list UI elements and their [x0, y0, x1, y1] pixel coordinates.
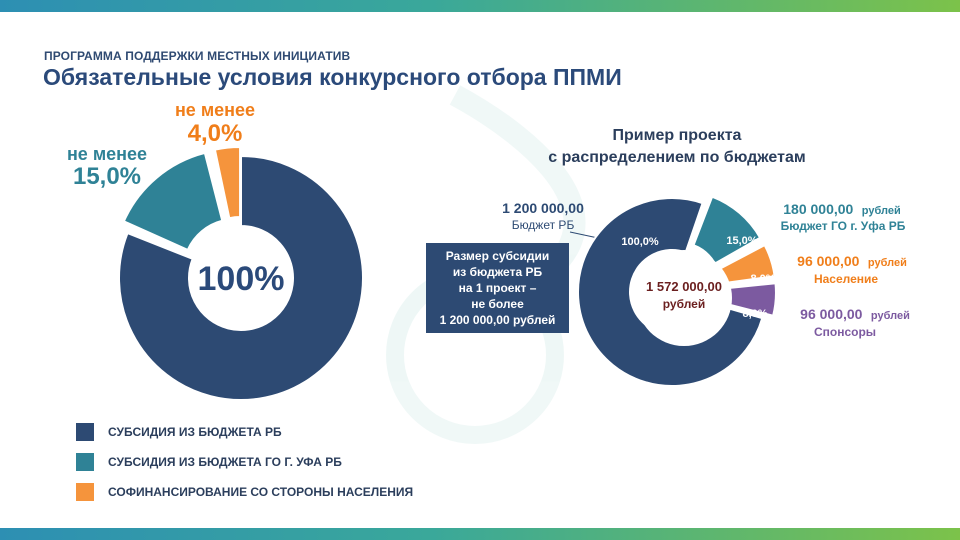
legend-swatch-go: [76, 453, 94, 471]
donut1-center-label: 100%: [198, 260, 285, 298]
donut2-center-value: 1 572 000,00: [646, 279, 722, 294]
name-population: Население: [814, 272, 878, 286]
legend-label-population: СОФИНАНСИРОВАНИЕ СО СТОРОНЫ НАСЕЛЕНИЯ: [108, 485, 414, 499]
legend-swatch-rb: [76, 423, 94, 441]
amount-go: 180 000,00: [783, 201, 853, 217]
donut1-slice-go: [122, 151, 224, 252]
donut2-slice-go: [692, 195, 762, 265]
unit-population: рублей: [868, 257, 907, 269]
name-rb: Бюджет РБ: [512, 218, 575, 232]
legend-item-go: СУБСИДИЯ ИЗ БЮДЖЕТА ГО Г. УФА РБ: [76, 447, 413, 477]
example-title-line2: с распределением по бюджетам: [548, 149, 805, 166]
slice-label-population-value: 4,0%: [188, 120, 243, 147]
amount-rb: 1 200 000,00: [502, 200, 584, 216]
legend-item-rb: СУБСИДИЯ ИЗ БЮДЖЕТА РБ: [76, 417, 413, 447]
slice-label-go-value: 15,0%: [73, 163, 141, 190]
leader-line-rb: [569, 231, 599, 239]
donut1-slice-rb: [118, 154, 364, 401]
page-title: Обязательные условия конкурсного отбора …: [43, 64, 622, 90]
pct-label-rb: 100,0%: [621, 236, 659, 248]
name-go: Бюджет ГО г. Уфа РБ: [781, 219, 906, 233]
donut-chart-conditions: [118, 146, 364, 401]
donut-chart-example: [577, 195, 777, 387]
legend-label-rb: СУБСИДИЯ ИЗ БЮДЖЕТА РБ: [108, 425, 282, 439]
amount-go-line: 180 000,00 рублей: [783, 201, 900, 218]
program-subtitle: ПРОГРАММА ПОДДЕРЖКИ МЕСТНЫХ ИНИЦИАТИВ: [44, 49, 351, 63]
legend-label-go: СУБСИДИЯ ИЗ БЮДЖЕТА ГО Г. УФА РБ: [108, 455, 342, 469]
legend-item-population: СОФИНАНСИРОВАНИЕ СО СТОРОНЫ НАСЕЛЕНИЯ: [76, 477, 413, 507]
amount-population: 96 000,00: [797, 253, 859, 269]
amount-sponsors-line: 96 000,00 рублей: [800, 306, 910, 323]
donut2-center-disc: [636, 250, 732, 346]
slice-label-population-prefix: не менее: [175, 100, 255, 120]
amount-sponsors: 96 000,00: [800, 306, 862, 322]
unit-sponsors: рублей: [871, 310, 910, 322]
donut2-center-unit: рублей: [663, 297, 705, 311]
legend-swatch-population: [76, 483, 94, 501]
pct-label-population: 8,0%: [750, 273, 775, 285]
top-gradient-bar: [0, 0, 960, 12]
chart-legend: СУБСИДИЯ ИЗ БЮДЖЕТА РБ СУБСИДИЯ ИЗ БЮДЖЕ…: [76, 417, 413, 507]
pct-label-sponsors: 8,0%: [742, 308, 767, 320]
donut1-slice-population: [213, 146, 242, 220]
name-sponsors: Спонсоры: [814, 325, 876, 339]
example-title-line1: Пример проекта: [613, 127, 742, 144]
amount-population-line: 96 000,00 рублей: [797, 253, 907, 270]
slice-label-go-prefix: не менее: [67, 144, 147, 164]
unit-go: рублей: [862, 205, 901, 217]
pct-label-go: 15,0%: [726, 235, 757, 247]
subsidy-callout: Размер субсидии из бюджета РБ на 1 проек…: [426, 243, 569, 333]
bottom-gradient-bar: [0, 528, 960, 540]
